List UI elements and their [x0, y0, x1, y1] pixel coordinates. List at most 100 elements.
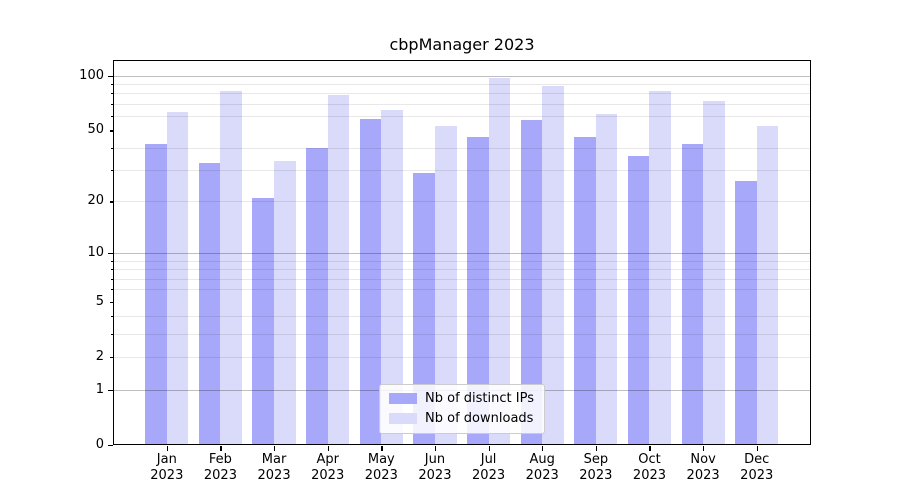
bar-downloads [327, 95, 350, 445]
x-tick-label-month: Feb [208, 452, 232, 467]
plot-area: Nb of distinct IPs Nb of downloads [113, 60, 811, 445]
x-tick-label-month: Sep [583, 452, 609, 467]
x-tick-mark [488, 446, 490, 451]
y-tick-mark [109, 201, 113, 203]
y-minor-tick-mark [110, 84, 113, 86]
bar-downloads [756, 125, 779, 445]
x-tick-mark [703, 446, 705, 451]
bars-layer [113, 60, 811, 445]
y-tick-mark [109, 357, 113, 359]
legend-item-downloads: Nb of downloads [389, 411, 534, 426]
bar-distinct-ips [627, 156, 650, 445]
legend-swatch-downloads-icon [389, 413, 418, 424]
x-tick-label-year: 2023 [311, 468, 345, 483]
y-minor-tick-mark [110, 289, 113, 291]
x-tick-label: Jul 2023 [457, 452, 521, 484]
x-tick-label-year: 2023 [472, 468, 506, 483]
x-tick-label: Aug 2023 [510, 452, 574, 484]
x-tick-label: May 2023 [349, 452, 413, 484]
x-tick-label: Feb 2023 [188, 452, 252, 484]
y-tick-label: 50 [87, 122, 104, 138]
x-tick-mark [542, 446, 544, 451]
bar-distinct-ips [466, 136, 489, 445]
x-tick-mark [327, 446, 329, 451]
x-tick-mark [166, 446, 168, 451]
bar-downloads [220, 90, 243, 445]
y-tick-mark [108, 253, 113, 255]
x-tick-label-year: 2023 [150, 468, 184, 483]
bar-distinct-ips [735, 181, 757, 445]
bar-downloads [381, 109, 403, 445]
bar-distinct-ips [413, 172, 435, 445]
bar-downloads [274, 160, 296, 445]
x-tick-mark [595, 446, 598, 451]
y-minor-tick-mark [110, 116, 113, 118]
x-tick-label: Apr 2023 [296, 452, 360, 484]
x-tick-label: Oct 2023 [617, 452, 681, 484]
x-tick-label-month: Nov [690, 452, 716, 467]
chart-title: cbpManager 2023 [389, 35, 535, 54]
y-tick-label: 0 [95, 437, 104, 452]
x-tick-label-year: 2023 [364, 468, 398, 483]
x-tick-label-year: 2023 [418, 468, 452, 483]
y-tick-label: 5 [95, 293, 104, 309]
bar-downloads [595, 113, 618, 445]
y-minor-tick-mark [110, 334, 113, 336]
x-tick-label-year: 2023 [579, 468, 613, 483]
y-tick-mark [109, 301, 113, 303]
x-tick-label: Dec 2023 [725, 452, 789, 484]
x-tick-label-month: Jul [480, 452, 497, 467]
bar-distinct-ips [198, 162, 221, 445]
x-tick-label-year: 2023 [257, 468, 291, 483]
legend: Nb of distinct IPs Nb of downloads [379, 384, 545, 434]
x-tick-label-year: 2023 [740, 468, 774, 483]
bar-distinct-ips [574, 136, 596, 445]
x-tick-label-month: Oct [638, 452, 661, 467]
y-tick-label: 10 [87, 245, 104, 261]
y-tick-label: 1 [95, 381, 104, 397]
x-tick-mark [649, 446, 651, 451]
bar-downloads [434, 125, 457, 445]
bar-distinct-ips [681, 144, 704, 445]
x-tick-label: Jun 2023 [403, 452, 467, 484]
x-tick-label-year: 2023 [686, 468, 720, 483]
bar-distinct-ips [145, 144, 167, 445]
x-tick-mark [381, 446, 383, 451]
bar-downloads [488, 78, 511, 445]
x-tick-label-year: 2023 [632, 468, 667, 483]
x-tick-label: Jan 2023 [135, 452, 199, 484]
y-minor-tick-mark [110, 93, 113, 95]
x-tick-label-year: 2023 [525, 468, 559, 483]
y-minor-tick-mark [110, 103, 113, 105]
bar-distinct-ips [359, 118, 382, 445]
bar-downloads [649, 91, 672, 445]
x-tick-mark [274, 446, 276, 451]
y-minor-tick-mark [110, 278, 113, 280]
x-tick-label-month: Apr [316, 452, 339, 467]
y-tick-mark [108, 75, 113, 77]
legend-label-downloads: Nb of downloads [425, 411, 534, 426]
y-tick-mark [109, 130, 113, 132]
x-tick-label-month: Jan [156, 452, 177, 467]
y-minor-tick-mark [110, 316, 113, 318]
bar-distinct-ips [520, 120, 543, 445]
x-tick-mark [434, 446, 437, 451]
x-tick-label: Mar 2023 [242, 452, 306, 484]
y-tick-mark [108, 445, 113, 447]
y-minor-tick-mark [110, 170, 113, 172]
x-tick-label: Sep 2023 [564, 452, 628, 484]
y-tick-label: 100 [79, 67, 104, 83]
x-tick-mark [756, 446, 758, 451]
y-tick-label: 20 [87, 193, 104, 209]
x-tick-label-month: Jun [424, 452, 446, 467]
y-minor-tick-mark [110, 269, 113, 271]
y-minor-tick-mark [110, 260, 113, 262]
x-tick-label: Nov 2023 [671, 452, 735, 484]
x-tick-label-year: 2023 [203, 468, 237, 483]
legend-swatch-distinct-ips-icon [389, 393, 418, 404]
legend-label-distinct-ips: Nb of distinct IPs [425, 391, 534, 406]
bar-downloads [703, 100, 725, 445]
legend-item-distinct-ips: Nb of distinct IPs [389, 391, 534, 406]
x-tick-label-month: Mar [261, 452, 287, 467]
